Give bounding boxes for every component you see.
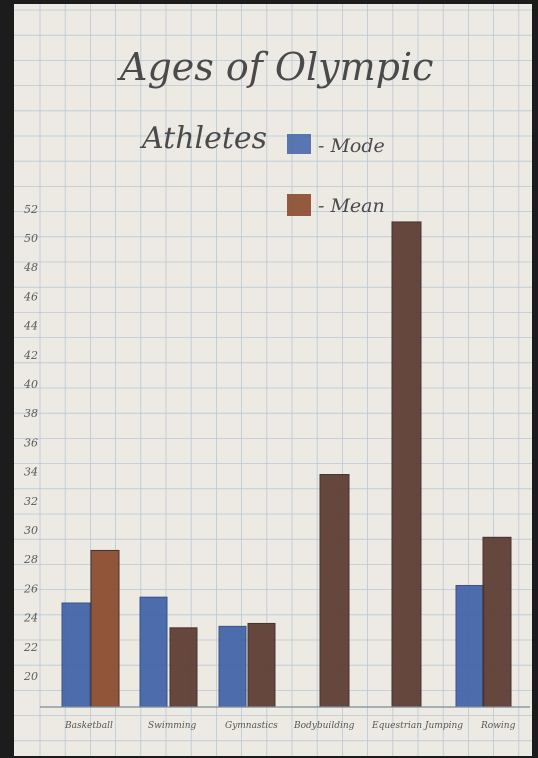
legend-label-mean: - Mean — [318, 195, 385, 217]
x-category-label: Rowing — [480, 721, 516, 731]
y-axis-ticks: 20 22 24 26 28 30 32 34 36 38 40 42 44 46 48 50 52 — [23, 203, 38, 683]
y-tick-label: 30 — [24, 524, 38, 537]
y-tick-label: 38 — [24, 407, 38, 420]
y-tick-label: 32 — [24, 495, 38, 508]
y-tick-label: 22 — [23, 641, 38, 654]
legend-swatch-mode — [287, 134, 311, 154]
chart-title-line2: Athletes — [139, 121, 267, 156]
y-tick-label: 28 — [23, 553, 38, 566]
y-tick-label: 20 — [23, 670, 38, 683]
x-category-label: Bodybuilding — [293, 721, 355, 731]
x-axis-categories: Basketball Swimming Gymnastics Bodybuilding… — [64, 721, 516, 731]
y-tick-label: 46 — [23, 290, 38, 303]
x-category-label: Swimming — [148, 721, 196, 731]
y-tick-label: 40 — [23, 378, 38, 391]
bars — [61, 221, 512, 708]
grid-lines — [14, 4, 532, 756]
y-tick-label: 44 — [23, 320, 38, 333]
x-category-label: Basketball — [64, 721, 113, 731]
bar-mode — [455, 584, 485, 708]
legend-label-mode: - Mode — [318, 135, 385, 157]
bar-mean — [482, 536, 512, 708]
bar-mean — [319, 474, 350, 708]
y-tick-label: 42 — [23, 349, 38, 362]
bar-mean — [169, 627, 198, 708]
x-category-label: Gymnastics — [225, 721, 278, 731]
y-tick-label: 26 — [23, 582, 38, 595]
bar-mode — [139, 596, 168, 708]
y-tick-label: 52 — [24, 203, 38, 216]
chart-title-line1: Ages of Olympic — [117, 45, 433, 89]
y-tick-label: 36 — [24, 436, 38, 449]
bar-mean — [247, 622, 276, 708]
bar-mean — [391, 221, 422, 708]
legend: - Mode - Mean — [287, 134, 385, 217]
y-tick-label: 34 — [24, 466, 38, 479]
bar-mode — [61, 602, 91, 708]
y-tick-label: 48 — [23, 261, 38, 274]
bar-mode — [218, 625, 247, 708]
bar-mean — [90, 549, 120, 708]
y-tick-label: 50 — [24, 232, 38, 245]
y-tick-label: 24 — [23, 612, 38, 625]
x-category-label: Equestrian Jumping — [371, 721, 463, 731]
legend-swatch-mean — [287, 194, 311, 216]
